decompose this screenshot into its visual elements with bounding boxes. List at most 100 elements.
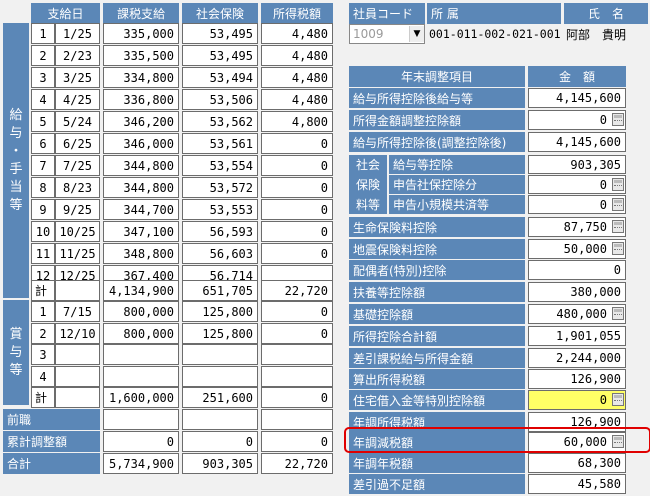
income-tax-cell[interactable]: 0 <box>261 243 333 264</box>
earthquake-value[interactable]: 50,000 <box>528 239 626 259</box>
taxable-pay-cell[interactable]: 800,000 <box>103 301 179 322</box>
income-tax-cell[interactable] <box>261 366 333 387</box>
taxable-pay-cell[interactable]: 344,800 <box>103 177 179 198</box>
income-tax-cell[interactable]: 0 <box>261 155 333 176</box>
pay-date-cell[interactable]: 12/10 <box>55 323 100 344</box>
pay-date-cell[interactable]: 9/25 <box>55 199 100 220</box>
pay-date-cell[interactable]: 7/25 <box>55 155 100 176</box>
pay-date-cell[interactable]: 8/23 <box>55 177 100 198</box>
calculator-icon[interactable] <box>612 393 624 406</box>
insurance-cell[interactable]: 53,506 <box>182 89 258 110</box>
income-tax-cell[interactable]: 4,480 <box>261 45 333 66</box>
insurance-cell[interactable]: 53,561 <box>182 133 258 154</box>
salary-label-char: 給 <box>9 107 23 123</box>
insurance-cell[interactable]: 125,800 <box>182 301 258 322</box>
pay-date-cell[interactable]: 6/25 <box>55 133 100 154</box>
insurance-cell[interactable]: 125,800 <box>182 323 258 344</box>
income-tax-cell[interactable]: 0 <box>261 199 333 220</box>
insurance-cell[interactable]: 56,593 <box>182 221 258 242</box>
taxable-pay-cell[interactable] <box>103 366 179 387</box>
cumulative-adjust-insurance[interactable]: 0 <box>182 431 258 452</box>
computed-tax-amount: 126,900 <box>570 372 621 386</box>
taxable-pay-cell[interactable] <box>103 344 179 365</box>
cumulative-adjust-tax[interactable]: 0 <box>261 431 333 452</box>
insurance-cell[interactable]: 56,603 <box>182 243 258 264</box>
spouse-value[interactable]: 0 <box>528 260 626 280</box>
declared-small-label: 申告小規模共済等 <box>389 195 525 214</box>
insurance-cell[interactable]: 53,495 <box>182 23 258 44</box>
pay-date-cell[interactable]: 2/23 <box>55 45 100 66</box>
taxable-pay-cell[interactable]: 336,800 <box>103 89 179 110</box>
dropdown-arrow-icon[interactable]: ▼ <box>409 26 424 42</box>
bonus-label-char: 等 <box>9 362 23 378</box>
computed-tax-value: 126,900 <box>528 369 626 389</box>
basic-value[interactable]: 480,000 <box>528 304 626 324</box>
income-tax-cell[interactable]: 0 <box>261 133 333 154</box>
insurance-cell[interactable]: 53,494 <box>182 67 258 88</box>
insurance-cell[interactable]: 53,562 <box>182 111 258 132</box>
social-group-char: 料等 <box>355 197 380 212</box>
calculator-icon[interactable] <box>612 307 624 320</box>
income-tax-cell[interactable]: 0 <box>261 177 333 198</box>
income-tax-cell[interactable]: 4,480 <box>261 89 333 110</box>
calculator-icon[interactable] <box>612 198 624 211</box>
pay-date-cell[interactable]: 11/25 <box>55 243 100 264</box>
declared-small-value[interactable]: 0 <box>528 195 626 214</box>
pay-date-cell[interactable] <box>55 366 100 387</box>
insurance-cell[interactable]: 53,554 <box>182 155 258 176</box>
row-number: 7 <box>31 155 55 176</box>
life-insurance-value[interactable]: 87,750 <box>528 217 626 237</box>
taxable-pay-cell[interactable]: 800,000 <box>103 323 179 344</box>
housing-loan-value[interactable]: 0 <box>528 390 626 410</box>
declared-social-value[interactable]: 0 <box>528 175 626 194</box>
cumulative-adjust-taxable[interactable]: 0 <box>103 431 179 452</box>
taxable-pay-cell[interactable]: 346,000 <box>103 133 179 154</box>
income-tax-cell[interactable]: 0 <box>261 301 333 322</box>
prev-job-insurance[interactable] <box>182 409 258 430</box>
taxable-pay-cell[interactable]: 344,800 <box>103 155 179 176</box>
taxable-pay-cell[interactable]: 348,800 <box>103 243 179 264</box>
taxable-pay-cell[interactable]: 347,100 <box>103 221 179 242</box>
after-adjust-value: 4,145,600 <box>528 132 626 152</box>
employee-code-select[interactable]: 1009 ▼ <box>349 24 425 44</box>
calculator-icon[interactable] <box>612 113 624 126</box>
insurance-cell[interactable] <box>182 344 258 365</box>
pay-date-cell[interactable]: 7/15 <box>55 301 100 322</box>
dependents-amount: 380,000 <box>570 285 621 299</box>
basic-amount: 480,000 <box>556 307 607 321</box>
insurance-cell[interactable]: 53,572 <box>182 177 258 198</box>
income-adjust-deduction-amount: 0 <box>599 113 607 127</box>
taxable-pay-cell[interactable]: 335,500 <box>103 45 179 66</box>
prev-job-tax[interactable] <box>261 409 333 430</box>
pay-date-cell[interactable]: 5/24 <box>55 111 100 132</box>
calculator-icon[interactable] <box>612 242 624 255</box>
income-tax-cell[interactable]: 0 <box>261 221 333 242</box>
income-tax-cell[interactable] <box>261 344 333 365</box>
insurance-cell[interactable]: 53,553 <box>182 199 258 220</box>
income-tax-cell[interactable]: 4,800 <box>261 111 333 132</box>
taxable-pay-cell[interactable]: 346,200 <box>103 111 179 132</box>
pay-date-cell[interactable]: 3/25 <box>55 67 100 88</box>
calculator-icon[interactable] <box>612 220 624 233</box>
taxable-pay-cell[interactable]: 335,000 <box>103 23 179 44</box>
pay-date-cell[interactable]: 1/25 <box>55 23 100 44</box>
pay-date-cell[interactable]: 10/25 <box>55 221 100 242</box>
salary-deduction-amount: 903,305 <box>570 157 621 172</box>
taxable-pay-cell[interactable]: 334,800 <box>103 67 179 88</box>
pay-date-cell[interactable]: 4/25 <box>55 89 100 110</box>
insurance-cell[interactable] <box>182 366 258 387</box>
insurance-cell[interactable]: 53,495 <box>182 45 258 66</box>
taxable-pay-cell[interactable]: 344,700 <box>103 199 179 220</box>
calculator-icon[interactable] <box>612 178 624 191</box>
salary-label-char: 手 <box>9 161 23 177</box>
col-header-pay-date: 支給日 <box>31 3 100 24</box>
calculator-icon[interactable] <box>612 435 624 448</box>
income-tax-cell[interactable]: 4,480 <box>261 23 333 44</box>
total-deduction-value: 1,901,055 <box>528 326 626 346</box>
income-tax-cell[interactable]: 0 <box>261 323 333 344</box>
income-tax-cell[interactable]: 4,480 <box>261 67 333 88</box>
pay-date-cell[interactable] <box>55 344 100 365</box>
grand-total-label: 合計 <box>3 453 100 474</box>
prev-job-taxable[interactable] <box>103 409 179 430</box>
income-adjust-deduction-value[interactable]: 0 <box>528 110 626 130</box>
